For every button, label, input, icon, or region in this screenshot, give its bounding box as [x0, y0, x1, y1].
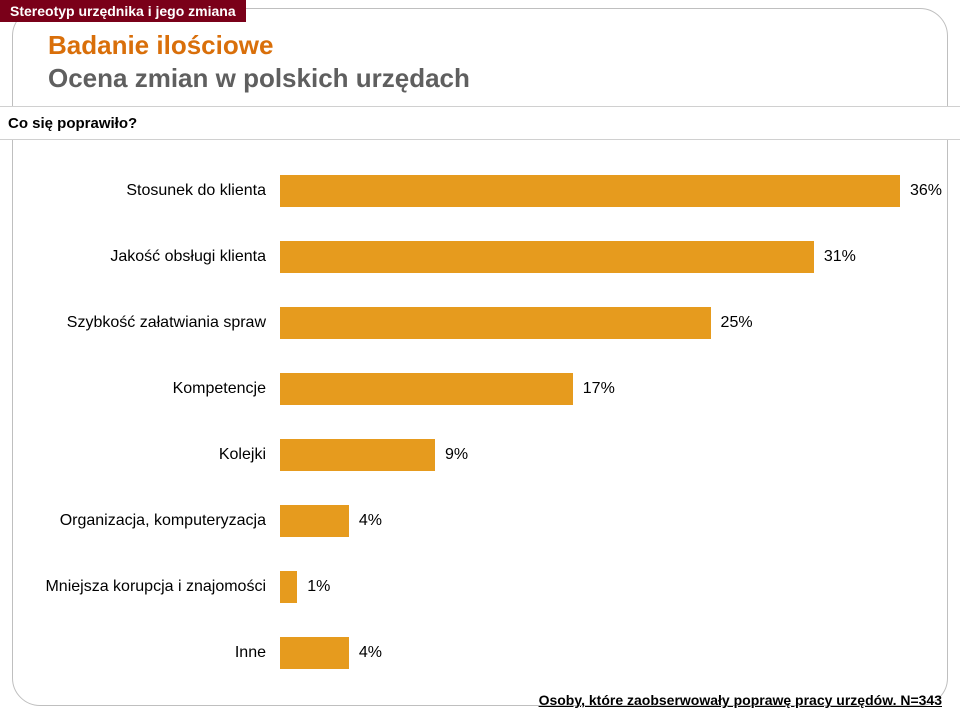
bar [280, 241, 814, 273]
bar-label: Kolejki [40, 446, 280, 464]
bar-track: 36% [280, 175, 920, 207]
bar-track: 1% [280, 571, 920, 603]
bar [280, 505, 349, 537]
bar-value: 4% [349, 505, 382, 537]
bar-track: 17% [280, 373, 920, 405]
title-block: Badanie ilościowe Ocena zmian w polskich… [48, 30, 470, 94]
bar [280, 637, 349, 669]
bar-label: Szybkość załatwiania spraw [40, 314, 280, 332]
chart-row: Inne 4% [40, 632, 920, 674]
bar-track: 31% [280, 241, 920, 273]
bar [280, 175, 900, 207]
bar [280, 571, 297, 603]
chart-row: Szybkość załatwiania spraw 25% [40, 302, 920, 344]
bar-value: 36% [900, 175, 942, 207]
bar-value: 1% [297, 571, 330, 603]
bar-chart: Stosunek do klienta36% Jakość obsługi kli… [40, 170, 920, 698]
bar-track: 25% [280, 307, 920, 339]
bar-track: 9% [280, 439, 920, 471]
chart-row: Organizacja, komputeryzacja 4% [40, 500, 920, 542]
bar-track: 4% [280, 637, 920, 669]
bar-label: Organizacja, komputeryzacja [40, 512, 280, 530]
bar-label: Mniejsza korupcja i znajomości [40, 578, 280, 596]
bar-value: 4% [349, 637, 382, 669]
bar [280, 373, 573, 405]
chart-row: Stosunek do klienta36% [40, 170, 920, 212]
bar-track: 4% [280, 505, 920, 537]
bar-value: 17% [573, 373, 615, 405]
title-line-1: Badanie ilościowe [48, 30, 470, 61]
bar-label: Stosunek do klienta [40, 182, 280, 200]
bar-label: Inne [40, 644, 280, 662]
chart-row: Kompetencje 17% [40, 368, 920, 410]
bar [280, 307, 711, 339]
bar [280, 439, 435, 471]
chart-row: Jakość obsługi klienta 31% [40, 236, 920, 278]
bar-value: 25% [711, 307, 753, 339]
bar-label: Kompetencje [40, 380, 280, 398]
bar-value: 9% [435, 439, 468, 471]
bar-value: 31% [814, 241, 856, 273]
question-text: Co się poprawiło? [8, 115, 137, 132]
chart-row: Kolejki 9% [40, 434, 920, 476]
title-line-2: Ocena zmian w polskich urzędach [48, 63, 470, 94]
chart-row: Mniejsza korupcja i znajomości 1% [40, 566, 920, 608]
section-tag: Stereotyp urzędnika i jego zmiana [0, 0, 246, 22]
bar-label: Jakość obsługi klienta [40, 248, 280, 266]
question-band: Co się poprawiło? [0, 106, 960, 140]
footnote: Osoby, które zaobserwowały poprawę pracy… [539, 692, 942, 708]
